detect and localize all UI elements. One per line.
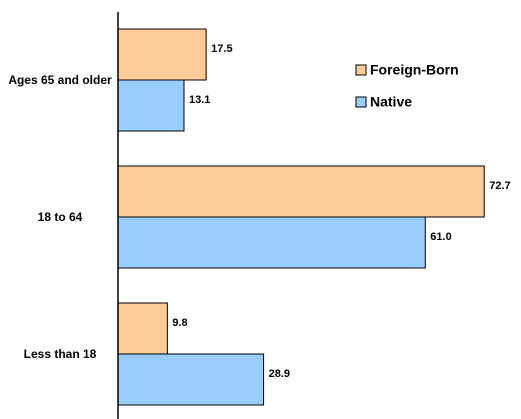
value-label: 17.5	[211, 43, 232, 55]
category-label: 18 to 64	[37, 210, 83, 224]
value-label: 72.7	[489, 180, 510, 192]
bar	[117, 79, 185, 132]
legend-label: Native	[370, 94, 412, 110]
legend-swatch	[355, 96, 367, 108]
category-label: Ages 65 and older	[8, 73, 112, 87]
value-label: 28.9	[269, 368, 290, 380]
value-label: 13.1	[189, 94, 210, 106]
legend-swatch	[355, 64, 367, 76]
bar	[117, 302, 168, 355]
bar	[117, 28, 207, 81]
legend-label: Foreign-Born	[370, 62, 459, 78]
bar	[117, 165, 485, 218]
bar	[117, 216, 426, 269]
bar	[117, 353, 265, 406]
value-label: 61.0	[430, 231, 451, 243]
value-label: 9.8	[172, 317, 187, 329]
category-label: Less than 18	[23, 347, 97, 361]
